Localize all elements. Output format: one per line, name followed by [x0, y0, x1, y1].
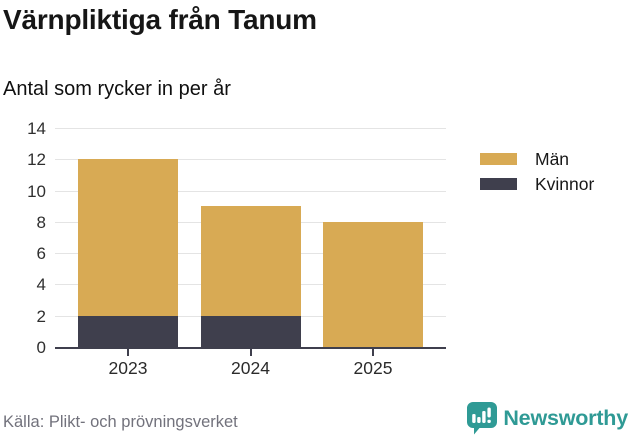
chart-legend: Män Kvinnor	[480, 150, 594, 193]
legend-label-män: Män	[535, 149, 570, 169]
legend-label-kvinnor: Kvinnor	[535, 174, 595, 194]
legend-item-män: Män	[480, 150, 594, 168]
chart-title: Värnpliktiga från Tanum	[3, 4, 317, 35]
newsworthy-bubble-chart-icon	[467, 402, 498, 435]
bar-segment-män-2023	[78, 159, 178, 316]
chart-subtitle: Antal som rycker in per år	[3, 78, 231, 100]
bar-segment-kvinnor-2023	[78, 315, 178, 347]
source-caption: Källa: Plikt- och prövningsverket	[3, 413, 238, 431]
gridline-y12	[55, 159, 446, 160]
x-axis-tick-label: 2025	[353, 358, 393, 378]
y-axis-tick-label: 10	[27, 182, 46, 201]
y-axis-tick-label: 14	[27, 119, 46, 138]
x-axis-tick-mark	[249, 349, 252, 356]
legend-item-kvinnor: Kvinnor	[480, 175, 594, 193]
speech-bubble-shape	[467, 402, 498, 435]
y-axis-tick-label: 4	[36, 275, 46, 294]
y-axis-tick-label: 12	[27, 150, 46, 169]
gridline-y14	[55, 128, 446, 129]
bar-segment-män-2025	[323, 221, 423, 347]
y-axis-tick-label: 0	[36, 338, 46, 357]
x-axis-tick-label: 2024	[231, 358, 270, 378]
gridline-y10	[55, 191, 446, 192]
y-axis-tick-label: 6	[36, 244, 46, 263]
x-axis-tick-mark	[372, 349, 374, 356]
legend-swatch-män	[480, 153, 517, 165]
x-axis-tick-mark	[127, 349, 129, 356]
x-axis-tick-label: 2023	[108, 358, 148, 378]
bar-segment-män-2024	[200, 206, 301, 316]
y-axis-tick-label: 2	[36, 307, 46, 326]
newsworthy-wordmark: Newsworthy	[503, 405, 628, 430]
newsworthy-logo: Newsworthy	[466, 400, 628, 436]
y-axis-tick-label: 8	[36, 213, 46, 232]
x-axis-line	[55, 347, 446, 349]
bar-segment-kvinnor-2024	[200, 315, 301, 347]
bar-chart-glyph	[472, 407, 492, 423]
legend-swatch-kvinnor	[480, 178, 517, 190]
